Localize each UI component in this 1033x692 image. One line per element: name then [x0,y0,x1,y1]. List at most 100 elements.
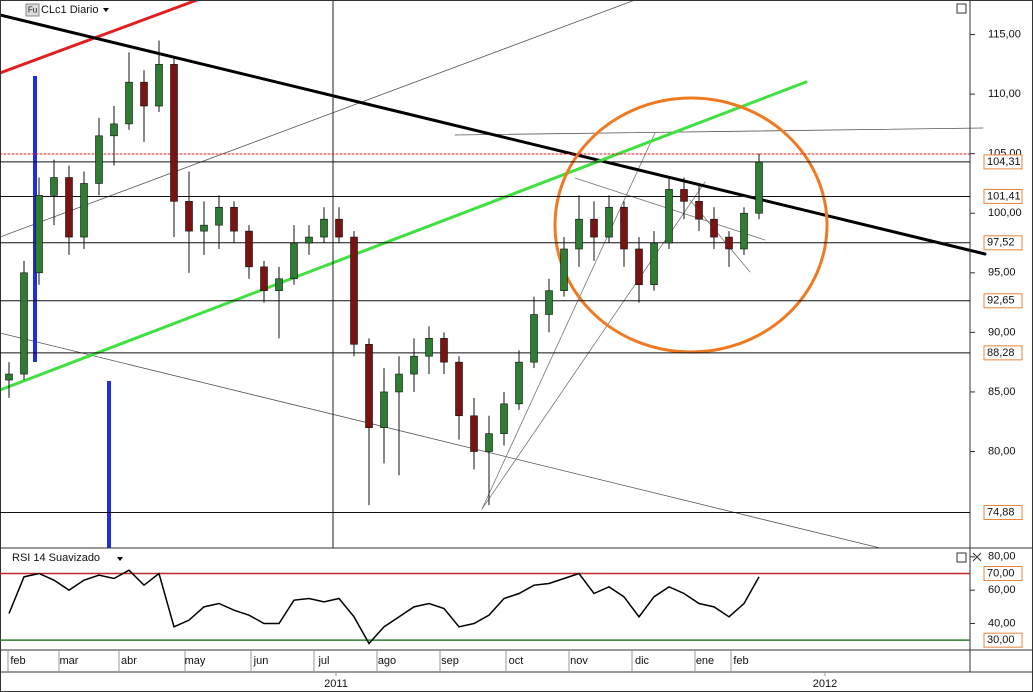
y-tick-label: 110,00 [988,88,1021,100]
level-label: 74,88 [987,506,1015,518]
candle-body [170,64,178,202]
level-label: 70,00 [987,567,1015,579]
candle-body [515,361,523,405]
maximize-button[interactable] [956,3,967,14]
candle-body [80,183,88,238]
candle-body [200,224,208,232]
x-tick-label: abr [121,655,137,667]
x-tick-label: sep [441,655,459,667]
chart-title[interactable]: RSI 14 Suavizado [12,552,100,564]
trend-line [0,80,808,392]
dropdown-arrow[interactable] [103,8,109,12]
level-label: 30,00 [987,634,1015,646]
x-tick-label: nov [570,655,588,667]
candle-body [215,206,223,226]
candle-body [335,218,343,238]
candle-body [485,433,493,452]
candle-body [305,236,313,244]
drawings [0,0,987,549]
candle-body [365,343,373,428]
candle-body [35,195,43,274]
candle-body [275,278,283,291]
y-tick-label: 95,00 [988,267,1016,279]
x-tick-label: ene [696,655,714,667]
level-label: 104,31 [987,156,1021,168]
x-tick-label: dic [635,655,650,667]
x-tick-label: ago [378,655,396,667]
level-label-box [983,345,1023,361]
level-label-box [983,566,1023,581]
level-label-box [983,293,1023,309]
level-label: 88,28 [987,347,1015,359]
level-label: 92,65 [987,295,1015,307]
y-tick-label: 85,00 [988,386,1016,398]
candle-body [635,248,643,286]
dropdown-arrow[interactable] [117,557,123,561]
candle-body [440,338,448,363]
candle-body [140,81,148,107]
candle-body [185,201,193,232]
chart-title[interactable]: CLc1 Diario [41,4,98,16]
candle-body [410,355,418,375]
candle-body [125,81,133,125]
candle-body [590,218,598,238]
level-label: 97,52 [987,237,1015,249]
x-tick-label: oct [509,655,524,667]
candle-body [755,161,763,214]
x-tick-label: mar [60,655,79,667]
x-tick-label: feb [10,655,25,667]
y-tick-label: 80,00 [988,551,1016,563]
candle-body [530,314,538,363]
volume-bar [33,76,37,362]
candle-body [665,189,673,244]
level-label-box [983,235,1023,251]
y-tick-label: 115,00 [988,28,1021,40]
trend-line [481,132,656,510]
x-tick-label: jul [317,655,329,667]
x-tick-label: may [185,655,206,667]
candle-body [380,391,388,428]
year-tick-label: 2012 [813,678,837,690]
x-tick-label: jun [253,655,269,667]
icon-label: Fu [28,6,37,15]
candle-body [245,230,253,268]
candle-body [5,373,13,381]
candle-body [320,218,328,238]
y-tick-label: 100,00 [988,207,1022,219]
trend-line [0,0,199,75]
volume-bar [107,381,111,548]
level-label-box [983,154,1023,170]
y-tick-label: 80,00 [988,445,1016,457]
highlight-circle [553,96,829,354]
level-label-box [983,632,1023,648]
candle-body [500,403,508,434]
icon [25,3,40,17]
candle-body [425,338,433,357]
candle-body [740,212,748,250]
candle-body [725,236,733,250]
candle-body [545,290,553,315]
level-label-box [983,188,1023,204]
candle-body [710,218,718,238]
y-tick-label: 40,00 [988,617,1016,629]
y-tick-label: 60,00 [988,584,1016,596]
maximize-button[interactable] [956,552,967,563]
close-button[interactable] [972,552,982,562]
candle-body [350,236,358,345]
candle-body [50,177,58,196]
candle-body [395,373,403,393]
candle-body [650,242,658,286]
candle-body [65,177,73,238]
candle-body [95,135,103,184]
candle-body [605,206,613,238]
candle-body [470,415,478,452]
candle-body [620,206,628,250]
candle-body [290,242,298,280]
candle-body [230,206,238,232]
year-tick-label: 2011 [324,678,348,690]
y-tick-label: 90,00 [988,326,1016,338]
